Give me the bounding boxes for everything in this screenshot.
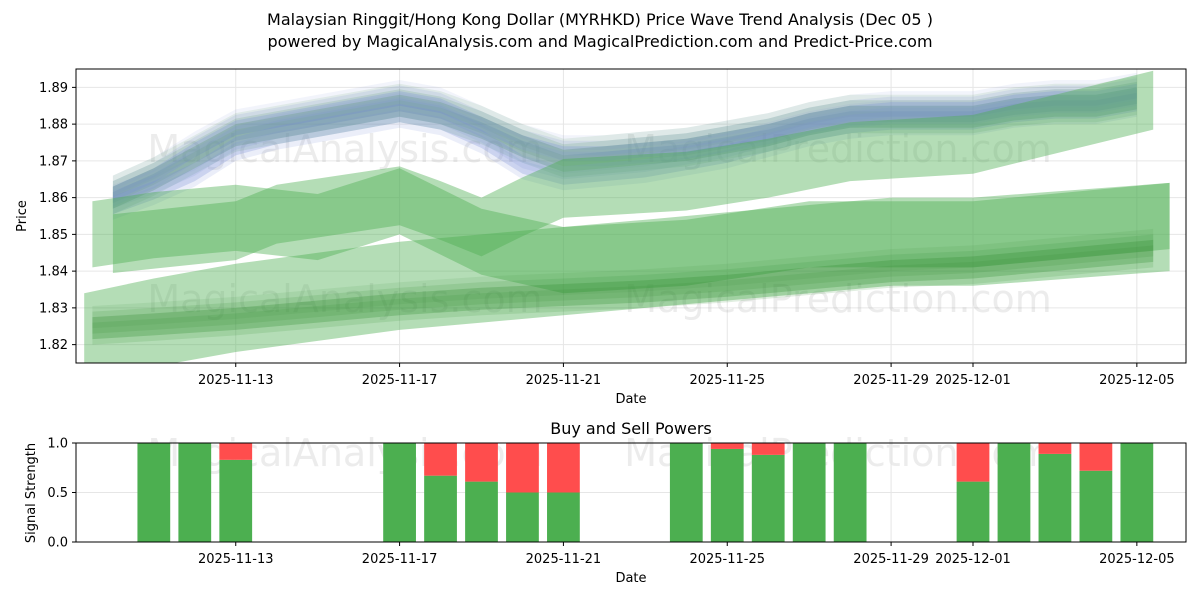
signal-y-tick-label: 1.0 [47, 437, 68, 452]
price-y-ticks: 1.82 1.83 1.84 1.85 1.86 1.87 1.88 1.89 [39, 81, 76, 353]
buy-bar [137, 443, 171, 542]
signal-x-tick-label: 2025-11-21 [526, 552, 602, 567]
price-y-tick-label: 1.83 [39, 301, 68, 316]
buy-bar [465, 481, 498, 542]
signal-y-tick-label: 0.5 [47, 486, 68, 501]
price-x-tick-label: 2025-11-21 [526, 373, 602, 388]
wave-band-wave-3-layer-2 [112, 87, 1137, 209]
price-y-tick-label: 1.88 [39, 118, 68, 133]
price-wave-bands [84, 70, 1170, 363]
signal-y-ticks: 0.0 0.5 1.0 [47, 437, 76, 551]
buy-bar [219, 459, 253, 542]
price-grid [76, 69, 1186, 363]
wave-band-wave-1-layer-2 [112, 81, 1137, 204]
wave-band-wave-4-layer-0 [112, 70, 1154, 273]
buy-bar [997, 443, 1031, 542]
price-x-tick-label: 2025-11-13 [198, 373, 274, 388]
wave-band-wave-5-layer-0 [92, 168, 1170, 294]
buy-bar [710, 448, 744, 542]
buy-bar [383, 443, 416, 542]
price-x-ticks: 2025-11-13 2025-11-17 2025-11-21 2025-11-25… [198, 363, 1175, 388]
chart-title-line2: powered by MagicalAnalysis.com and Magic… [267, 32, 932, 51]
chart-title-line1: Malaysian Ringgit/Hong Kong Dollar (MYRH… [267, 10, 933, 29]
watermark-analysis-top: MagicalAnalysis.com [147, 127, 542, 171]
sell-bar [1038, 443, 1072, 454]
signal-panel-title: Buy and Sell Powers [550, 419, 712, 438]
watermark-prediction-top: MagicalPrediction.com [624, 127, 1052, 171]
price-y-tick-label: 1.85 [39, 228, 68, 243]
wave-band-wave-7-layer-0 [92, 245, 1154, 345]
signal-panel: Buy and Sell Powers MagicalAnalysis.com … [24, 419, 1187, 586]
wave-band-wave-2-layer-1 [112, 83, 1137, 202]
price-y-tick-label: 1.86 [39, 191, 68, 206]
signal-x-tick-label: 2025-12-05 [1099, 552, 1175, 567]
signal-x-tick-label: 2025-12-01 [935, 552, 1011, 567]
signal-x-tick-label: 2025-11-29 [853, 552, 929, 567]
price-y-tick-label: 1.87 [39, 154, 68, 169]
price-x-tick-label: 2025-11-25 [689, 373, 765, 388]
sell-bar [506, 443, 539, 493]
buy-bar [178, 443, 212, 542]
buy-bar [1120, 443, 1154, 542]
buy-bar [1038, 453, 1072, 542]
signal-x-tick-label: 2025-11-25 [689, 552, 765, 567]
wave-band-wave-3-layer-3 [112, 81, 1137, 204]
buy-bar [751, 454, 785, 542]
signal-x-ticks: 2025-11-13 2025-11-17 2025-11-21 2025-11-25… [198, 542, 1175, 567]
wave-band-wave-1-layer-3 [112, 76, 1137, 198]
sell-bar [1079, 443, 1113, 471]
wave-band-wave-7-layer-1 [92, 239, 1154, 340]
signal-x-tick-label: 2025-11-17 [362, 552, 438, 567]
price-x-tick-label: 2025-11-29 [853, 373, 929, 388]
price-y-tick-label: 1.82 [39, 338, 68, 353]
sell-bar [219, 443, 253, 460]
price-y-label: Price [15, 200, 30, 232]
price-x-tick-label: 2025-12-05 [1099, 373, 1175, 388]
wave-band-wave-7-layer-2 [92, 234, 1154, 334]
wave-band-wave-6-layer-0 [84, 182, 1170, 363]
price-x-label: Date [615, 392, 646, 407]
price-plot-frame [75, 68, 1187, 364]
buy-bar [956, 481, 990, 542]
price-panel: MagicalAnalysis.com MagicalPrediction.co… [15, 68, 1187, 407]
signal-bars [137, 443, 1154, 542]
signal-y-label: Signal Strength [24, 443, 39, 543]
signal-x-label: Date [615, 571, 646, 586]
wave-band-wave-1-layer-0 [112, 92, 1137, 215]
sell-bar [424, 443, 457, 476]
sell-bar [751, 443, 785, 455]
wave-band-wave-2-layer-2 [112, 78, 1137, 196]
wave-band-wave-7-layer-3 [92, 228, 1154, 329]
sell-bar [956, 443, 990, 482]
buy-bar [833, 443, 867, 542]
sell-bar [547, 443, 580, 493]
buy-bar [669, 443, 703, 542]
sell-bar [710, 443, 744, 449]
sell-bar [465, 443, 498, 482]
price-plot-area [76, 69, 1186, 363]
buy-bar [424, 475, 457, 542]
watermark-prediction-mid: MagicalPrediction.com [624, 277, 1052, 321]
wave-band-wave-1-layer-1 [112, 87, 1137, 209]
buy-bar [547, 492, 580, 542]
signal-x-tick-label: 2025-11-13 [198, 552, 274, 567]
buy-bar [506, 492, 539, 542]
wave-band-wave-2-layer-3 [112, 72, 1137, 191]
wave-band-wave-3-layer-1 [112, 92, 1137, 215]
signal-y-tick-label: 0.0 [47, 536, 68, 551]
price-watermarks: MagicalAnalysis.com MagicalPrediction.co… [147, 127, 1051, 321]
wave-band-wave-3-layer-0 [112, 98, 1137, 220]
buy-bar [792, 443, 826, 542]
buy-bar [1079, 470, 1113, 542]
price-y-tick-label: 1.84 [39, 265, 68, 280]
price-x-tick-label: 2025-12-01 [935, 373, 1011, 388]
price-y-tick-label: 1.89 [39, 81, 68, 96]
price-x-tick-label: 2025-11-17 [362, 373, 438, 388]
wave-band-wave-2-layer-0 [112, 89, 1137, 207]
watermark-analysis-mid: MagicalAnalysis.com [147, 277, 542, 321]
